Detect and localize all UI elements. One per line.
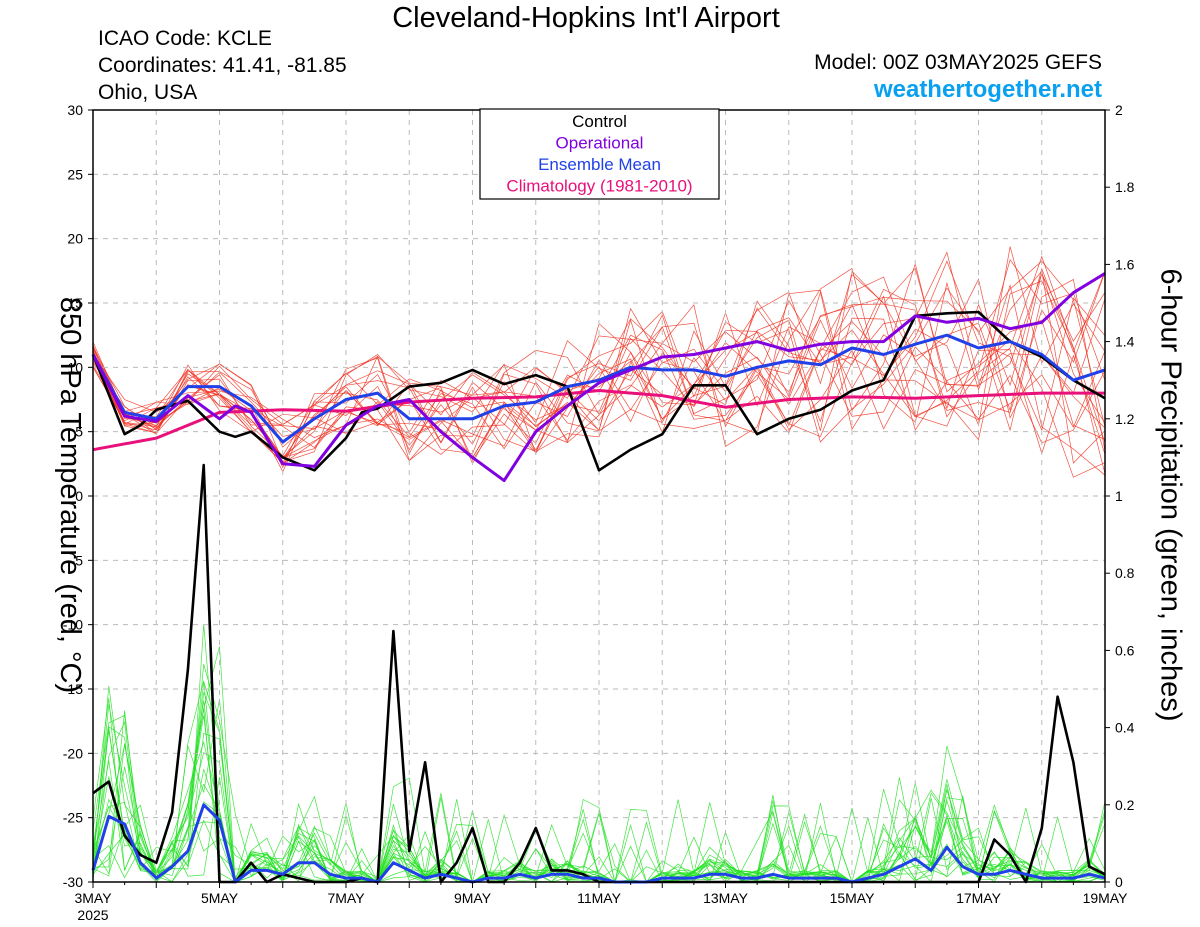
temp-member-line (92, 278, 1106, 464)
x-tick-label: 7MAY (327, 890, 365, 906)
temp-member-line (92, 260, 1106, 460)
ensemble-mean-temp-line (91, 333, 1106, 444)
icao-code: ICAO Code: KCLE (98, 27, 272, 50)
legend-item: Control (572, 112, 627, 131)
temp-member-line (92, 251, 1106, 443)
legend: Control Operational Ensemble Mean Climatolo… (479, 108, 720, 200)
temp-member-line (92, 267, 1106, 464)
y-right-tick-label: 1.8 (1115, 179, 1135, 195)
precip-member-line (92, 646, 1106, 884)
precip-member-line (92, 700, 1106, 883)
temp-member-line (92, 278, 1106, 462)
temp-member-line (92, 299, 1106, 478)
y-right-tick-label: 0.6 (1115, 642, 1135, 658)
x-tick-label: 3MAY (74, 890, 112, 906)
temp-member-line (92, 271, 1106, 465)
precip-member-line (92, 624, 1106, 883)
site-link[interactable]: weathertogether.net (873, 76, 1102, 103)
temp-member-line (92, 260, 1106, 473)
precip-member-line (92, 800, 1106, 883)
y-right-tick-label: 1.6 (1115, 256, 1135, 272)
temp-member-line (92, 255, 1106, 448)
temp-member-line (92, 283, 1106, 476)
operational-temp-line (91, 272, 1106, 483)
precip-member-line (92, 769, 1106, 883)
temp-member-line (92, 271, 1106, 458)
y-left-tick-label: -25 (63, 810, 83, 826)
legend-box (479, 108, 720, 200)
x-year-label: 2025 (77, 907, 108, 923)
temp-member-line (92, 303, 1106, 455)
precip-member-line (92, 704, 1106, 883)
y-right-tick-label: 2 (1115, 102, 1123, 118)
control-precip-line (92, 463, 1106, 884)
precip-member-line (92, 692, 1106, 883)
x-tick-label: 17MAY (956, 890, 1002, 906)
axes: 302520151050-5-10-15-20-25-3021.81.61.41… (63, 102, 1135, 923)
y-left-tick-label: 25 (67, 166, 83, 182)
y-right-tick-label: 0.2 (1115, 797, 1135, 813)
precip-member-line (92, 698, 1106, 883)
x-tick-label: 13MAY (703, 890, 749, 906)
temp-member-line (92, 246, 1106, 457)
precip-member-line (92, 726, 1106, 883)
temp-member-line (92, 267, 1106, 462)
coordinates: Coordinates: 41.41, -81.85 (98, 54, 347, 77)
temp-member-line (92, 321, 1106, 458)
precip-member-line (92, 681, 1106, 884)
chart-title: Cleveland-Hopkins Int'l Airport (392, 2, 780, 34)
temp-member-line (92, 267, 1106, 461)
x-tick-label: 19MAY (1083, 890, 1129, 906)
y-right-tick-label: 1.4 (1115, 334, 1135, 350)
y-left-tick-label: -30 (63, 874, 83, 890)
precip-member-line (92, 730, 1106, 883)
ensemble-mean-precip-line (91, 803, 1106, 884)
legend-item: Operational (556, 134, 644, 153)
temp-member-line (92, 300, 1106, 463)
temp-member-line (92, 280, 1106, 474)
plot-frame (92, 109, 1106, 883)
y-right-tick-label: 1.2 (1115, 411, 1135, 427)
precip-member-line (92, 680, 1106, 883)
y-left-tick-label: 20 (67, 231, 83, 247)
precip-member-line (92, 732, 1106, 884)
x-tick-label: 11MAY (577, 890, 621, 906)
model-run: Model: 00Z 03MAY2025 GEFS (814, 51, 1102, 74)
series-layer (91, 272, 1106, 884)
y-right-tick-label: 0.4 (1115, 720, 1135, 736)
legend-item: Ensemble Mean (538, 155, 661, 174)
y-left-tick-label: -20 (63, 745, 83, 761)
grid-lines (93, 110, 1105, 882)
y-axis-right-label: 6-hour Precipitation (green, inches) (1154, 268, 1187, 722)
precip-member-line (92, 698, 1106, 883)
ensemble-members (92, 246, 1106, 884)
x-tick-label: 5MAY (201, 890, 239, 906)
region: Ohio, USA (98, 81, 198, 104)
legend-item: Climatology (1981-2010) (506, 177, 692, 196)
precip-member-line (92, 745, 1106, 883)
y-right-tick-label: 0.8 (1115, 565, 1135, 581)
y-right-tick-label: 1 (1115, 488, 1123, 504)
temp-member-line (92, 262, 1106, 469)
precip-member-line (92, 708, 1106, 883)
y-axis-left-label: 850 hPa Temperature (red, °C) (53, 296, 86, 694)
control-temp-line (91, 310, 1106, 472)
precip-member-line (92, 664, 1106, 883)
precip-member-line (92, 715, 1106, 883)
x-tick-label: 15MAY (830, 890, 876, 906)
precip-member-line (92, 714, 1106, 884)
climatology-temp-line (92, 389, 1105, 452)
x-tick-label: 9MAY (454, 890, 492, 906)
y-left-tick-label: 30 (67, 102, 83, 118)
temp-member-line (92, 259, 1106, 451)
precip-member-line (92, 745, 1106, 883)
y-right-tick-label: 0 (1115, 874, 1123, 890)
